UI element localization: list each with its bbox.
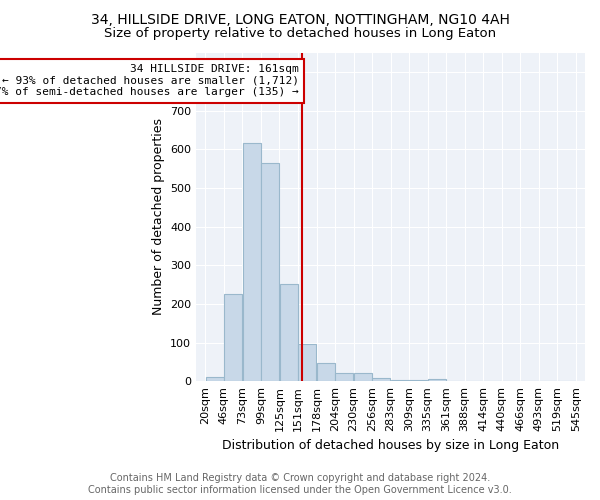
X-axis label: Distribution of detached houses by size in Long Eaton: Distribution of detached houses by size … [222,440,559,452]
Bar [354,373,372,382]
Bar [298,344,316,382]
Text: Size of property relative to detached houses in Long Eaton: Size of property relative to detached ho… [104,28,496,40]
Bar [335,373,353,382]
Bar [372,378,391,382]
Bar [242,144,261,382]
Y-axis label: Number of detached properties: Number of detached properties [152,118,164,316]
Bar [317,363,335,382]
Bar [409,380,427,382]
Text: 34, HILLSIDE DRIVE, LONG EATON, NOTTINGHAM, NG10 4AH: 34, HILLSIDE DRIVE, LONG EATON, NOTTINGH… [91,12,509,26]
Bar [391,380,409,382]
Bar [261,162,279,382]
Bar [206,378,224,382]
Text: Contains HM Land Registry data © Crown copyright and database right 2024.
Contai: Contains HM Land Registry data © Crown c… [88,474,512,495]
Bar [428,378,446,382]
Bar [224,294,242,382]
Bar [280,284,298,382]
Text: 34 HILLSIDE DRIVE: 161sqm
← 93% of detached houses are smaller (1,712)
7% of sem: 34 HILLSIDE DRIVE: 161sqm ← 93% of detac… [0,64,299,98]
